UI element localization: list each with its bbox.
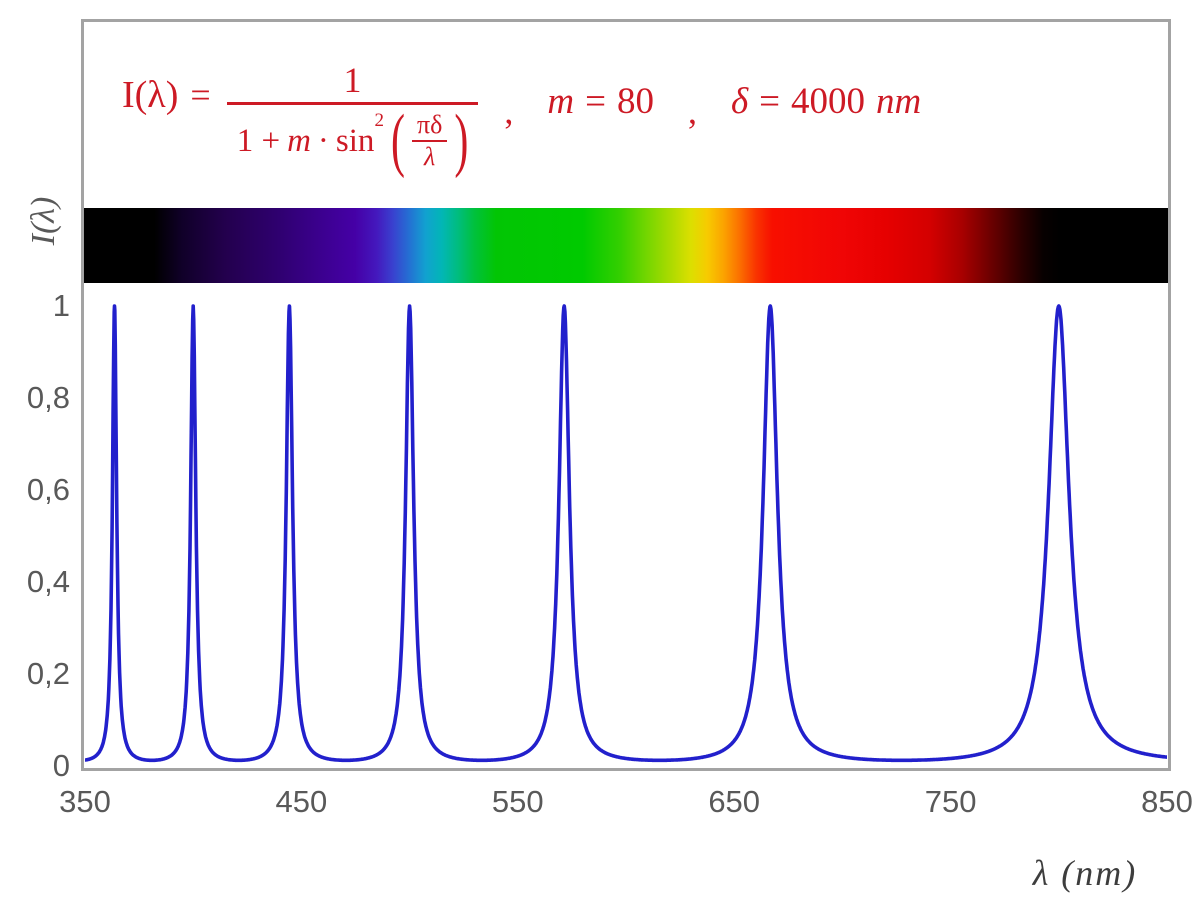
x-tick-label: 850 (1141, 784, 1193, 819)
y-tick-label: 0,6 (26, 472, 70, 507)
x-tick-label: 550 (491, 784, 544, 819)
denominator-sin-squared: sin 2 (335, 110, 384, 159)
param-delta: δ = 4000 nm (731, 80, 921, 123)
fraction-denominator: 1 + m · sin 2 ( πδ λ ) (226, 102, 479, 177)
m-value: 80 (616, 80, 654, 122)
denominator-m: m (287, 123, 311, 159)
delta-unit: nm (876, 80, 922, 122)
formula-lhs: I(λ) (122, 74, 179, 116)
sin-text: sin (335, 123, 375, 159)
inner-numerator: πδ (416, 110, 443, 139)
x-tick-label: 750 (924, 784, 977, 819)
delta-equals: = (759, 80, 781, 122)
x-tick-label: 650 (708, 784, 761, 819)
denominator-one-plus: 1 + (236, 123, 281, 159)
param-m: m = 80 (547, 80, 654, 123)
y-tick-label: 0,2 (26, 656, 70, 691)
y-tick-label: 0 (52, 748, 70, 783)
right-paren: ) (454, 101, 469, 181)
m-equals: = (585, 80, 606, 122)
m-symbol: m (547, 80, 575, 122)
formula-equals: = (190, 75, 211, 115)
y-axis-title: I(λ) (25, 196, 62, 246)
delta-value: 4000 (791, 80, 866, 122)
fraction-numerator: 1 (343, 60, 362, 100)
x-tick-label: 350 (59, 784, 111, 819)
x-tick-label: 450 (275, 784, 328, 819)
left-paren: ( (390, 101, 405, 181)
formula: I(λ) = 1 1 + m · sin 2 ( πδ λ (122, 22, 921, 180)
y-tick-label: 0,4 (26, 564, 70, 599)
visible-spectrum-bar (84, 208, 1168, 283)
chart-frame: I(λ) = 1 1 + m · sin 2 ( πδ λ (81, 19, 1171, 771)
inner-fraction: πδ λ (412, 110, 448, 172)
denominator-dot: · (317, 123, 329, 159)
intensity-curve (84, 304, 1168, 763)
y-tick-label: 0,8 (26, 380, 70, 415)
x-axis-title: λ (nm) (1032, 853, 1138, 893)
intensity-curve-svg (84, 304, 1168, 763)
formula-fraction: 1 1 + m · sin 2 ( πδ λ ) (226, 58, 479, 177)
comma-separator-2: , (687, 91, 697, 131)
inner-denominator: λ (412, 140, 448, 172)
comma-separator: , (504, 91, 514, 131)
delta-symbol: δ (730, 80, 749, 122)
y-tick-label: 1 (52, 288, 70, 323)
